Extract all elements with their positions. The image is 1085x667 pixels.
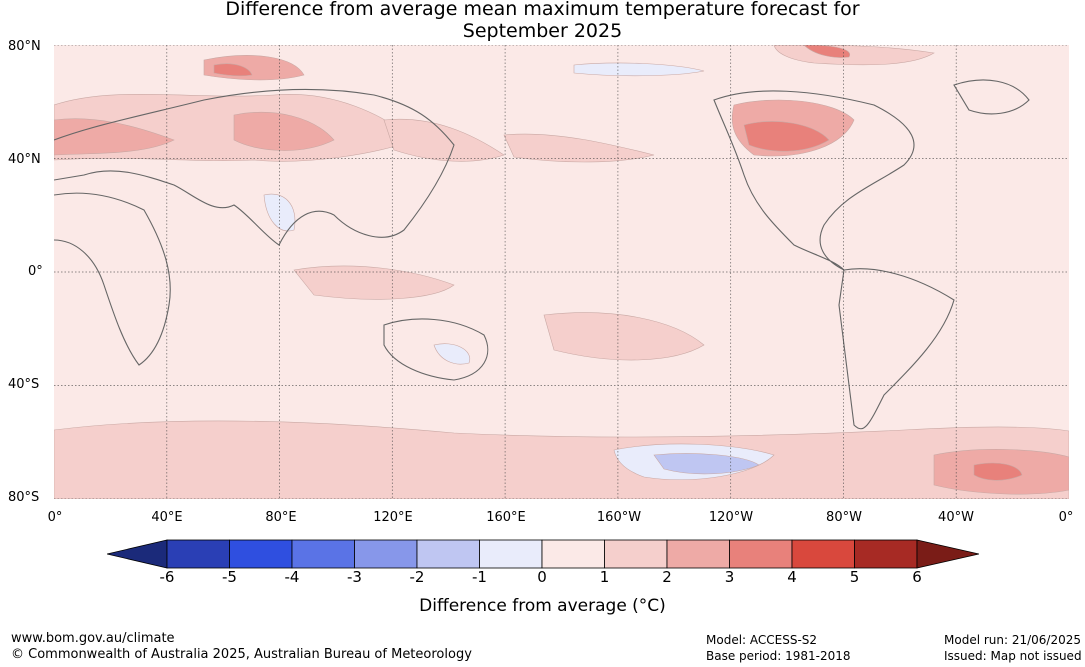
colorbar-box (166, 539, 230, 569)
colorbar-tick-label: 1 (599, 568, 610, 586)
lon-label-40w: 40°W (938, 510, 974, 525)
graticule (54, 45, 1069, 499)
lat-label-40s: 40°S (8, 377, 40, 392)
lat-label-80n: 80°N (8, 39, 41, 54)
colorbar-tick-label: -4 (284, 568, 300, 586)
footer-model-run: Model run: 21/06/2025 (944, 633, 1082, 647)
map-title-line1: Difference from average mean maximum tem… (225, 0, 860, 20)
lon-label-0-left: 0° (47, 510, 63, 525)
colorbar-box (604, 539, 668, 569)
lat-label-80s: 80°S (8, 490, 40, 505)
colorbar-tick-label: 0 (537, 568, 547, 586)
lon-label-80w: 80°W (826, 510, 862, 525)
coastlines (54, 79, 1030, 430)
colorbar-box (354, 539, 418, 569)
colorbar-box (541, 539, 605, 569)
colorbar-box (229, 539, 293, 569)
colorbar-tick-label: 5 (849, 568, 860, 586)
lat-label-40n: 40°N (8, 152, 41, 167)
colorbar (107, 539, 979, 569)
colorbar-tick-label: 3 (724, 568, 735, 586)
colorbar-tick-label: -5 (222, 568, 237, 586)
anomaly-zones (54, 45, 1069, 499)
footer-copyright: © Commonwealth of Australia 2025, Austra… (11, 647, 472, 662)
colorbar-tick-label: -3 (347, 568, 362, 586)
colorbar-extend-low (107, 539, 168, 569)
colorbar-tick-label: -2 (409, 568, 425, 586)
lon-label-120w: 120°W (708, 510, 754, 525)
lat-label-0: 0° (28, 264, 43, 279)
footer-model: Model: ACCESS-S2 (706, 633, 818, 647)
lon-label-160w: 160°W (596, 510, 642, 525)
lon-label-40e: 40°E (151, 510, 183, 525)
map-title-line2: September 2025 (462, 20, 623, 42)
colorbar-tick-label: 4 (787, 568, 797, 586)
colorbar-tick-label: 2 (662, 568, 672, 586)
colorbar-tick-label: -1 (472, 568, 487, 586)
lon-label-0-right: 0° (1058, 510, 1074, 525)
footer-issued: Issued: Map not issued (944, 649, 1082, 663)
colorbar-tick-label: -6 (159, 568, 175, 586)
temperature-anomaly-map (54, 45, 1069, 499)
colorbar-box (666, 539, 730, 569)
lon-label-160e: 160°E (486, 510, 526, 525)
colorbar-box (854, 539, 918, 569)
colorbar-label: Difference from average (°C) (419, 596, 666, 616)
colorbar-box (416, 539, 480, 569)
colorbar-tick-label: 6 (912, 568, 922, 586)
colorbar-box (291, 539, 355, 569)
footer-url: www.bom.gov.au/climate (11, 631, 175, 646)
colorbar-extend-high (916, 539, 979, 569)
footer-base-period: Base period: 1981-2018 (706, 649, 851, 663)
lon-label-120e: 120°E (373, 510, 413, 525)
colorbar-box (479, 539, 543, 569)
colorbar-box (729, 539, 793, 569)
lon-label-80e: 80°E (265, 510, 297, 525)
colorbar-box (791, 539, 855, 569)
